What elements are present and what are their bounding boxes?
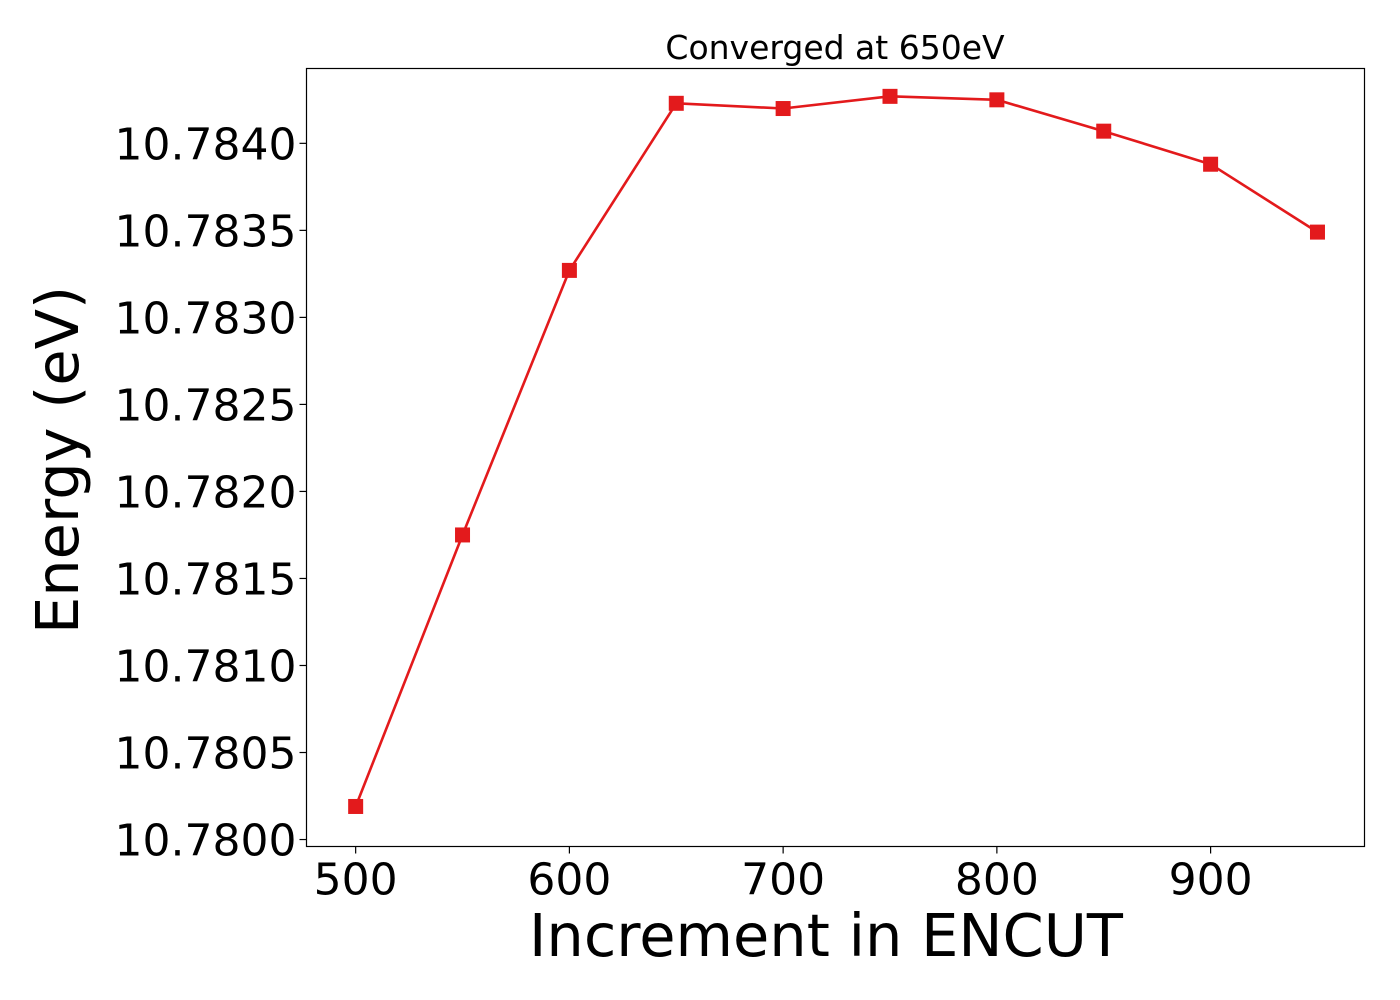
x-tick-label: 700 [741, 855, 825, 906]
plot-area-frame [305, 67, 1366, 848]
y-tick-label: 10.7805 [115, 729, 297, 780]
y-tick-label: 10.7820 [115, 467, 297, 518]
data-point-marker [1096, 123, 1112, 139]
y-tick-label: 10.7835 [115, 206, 297, 257]
chart-title: Converged at 650eV [665, 28, 1005, 67]
data-point-marker [989, 92, 1005, 108]
data-point-marker [775, 101, 791, 117]
series-line [354, 95, 1319, 807]
y-tick-label: 10.7810 [115, 641, 297, 692]
y-tick-label: 10.7840 [115, 119, 297, 170]
data-point-marker [348, 798, 364, 814]
x-tick-label: 500 [314, 855, 398, 906]
x-tick-label: 900 [1169, 855, 1253, 906]
data-point-marker [1309, 224, 1325, 240]
axis-ticks: 500 600 700 800 900 10.7800 10.7805 10.7810 10.7… [115, 119, 1253, 905]
x-tick-label: 800 [955, 855, 1039, 906]
data-point-marker [1203, 156, 1219, 172]
x-axis-title: Increment in ENCUT [529, 901, 1124, 970]
x-tick-label: 600 [527, 855, 611, 906]
data-point-marker [455, 527, 471, 543]
y-tick-label: 10.7830 [115, 293, 297, 344]
y-tick-label: 10.7800 [115, 816, 297, 867]
plot-series [348, 88, 1325, 814]
data-point-marker [882, 88, 898, 104]
y-tick-label: 10.7825 [115, 380, 297, 431]
data-point-marker [561, 262, 577, 278]
data-point-marker [668, 95, 684, 111]
y-tick-label: 10.7815 [115, 554, 297, 605]
y-axis-title: Energy (eV) [23, 286, 92, 634]
